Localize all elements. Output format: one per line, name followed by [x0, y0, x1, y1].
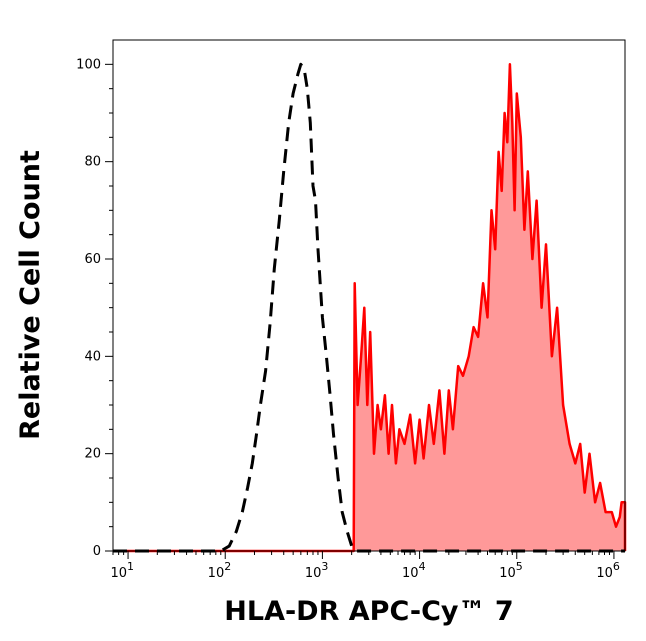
x-axis: 101 102 103 104 105 106	[111, 551, 620, 581]
y-tick-label: 40	[84, 349, 101, 364]
series-layer	[113, 62, 627, 553]
series-0-line	[113, 62, 625, 553]
x-tick-label: 105	[499, 560, 523, 581]
y-tick-label: 80	[84, 155, 101, 170]
series-1-area	[113, 64, 625, 552]
x-axis-title: HLA-DR APC-Cy™ 7	[224, 596, 513, 627]
y-tick-label: 100	[76, 57, 101, 72]
y-axis-title: Relative Cell Count	[15, 150, 46, 440]
x-tick-label: 104	[402, 560, 426, 581]
y-tick-label: 0	[93, 544, 101, 559]
y-axis: 0 20 40 60 80 100	[76, 57, 113, 559]
x-tick-label: 106	[596, 560, 620, 581]
x-tick-label: 101	[111, 560, 135, 581]
y-tick-label: 60	[84, 252, 101, 267]
x-tick-label: 103	[305, 560, 329, 581]
x-tick-label: 102	[208, 560, 232, 581]
y-tick-label: 20	[84, 447, 101, 462]
series-1-line	[113, 63, 627, 553]
